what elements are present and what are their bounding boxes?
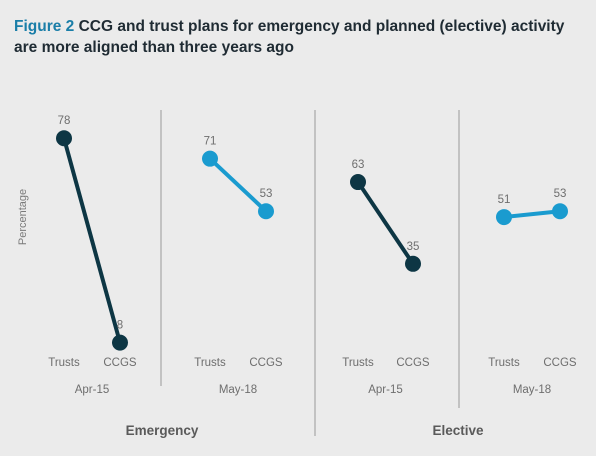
tick-label-4-1: Trusts <box>488 357 520 369</box>
series-line-4 <box>503 209 561 220</box>
data-point-1-2 <box>112 334 128 351</box>
tick-label-1-2: CCGS <box>103 357 137 369</box>
data-point-1-1 <box>56 130 72 147</box>
y-axis-label: Percentage <box>17 189 29 245</box>
tick-label-4-2: CCGS <box>543 357 577 369</box>
data-label-3-1: 63 <box>352 159 365 171</box>
data-point-2-1 <box>202 150 218 167</box>
tick-label-3-2: CCGS <box>396 357 430 369</box>
tick-label-2-1: Trusts <box>194 357 226 369</box>
series-line-3 <box>356 180 415 265</box>
data-point-3-2 <box>405 255 421 272</box>
data-label-4-2: 53 <box>554 188 567 200</box>
period-label-4: May-18 <box>513 384 551 396</box>
data-point-4-1 <box>496 209 512 226</box>
chart-title: Figure 2 CCG and trust plans for emergen… <box>14 16 584 58</box>
series-line-2 <box>208 157 268 213</box>
data-label-1-1: 78 <box>58 115 71 127</box>
data-label-2-2: 53 <box>260 188 273 200</box>
period-label-2: May-18 <box>219 384 257 396</box>
data-label-1-2: 8 <box>117 320 123 332</box>
data-point-2-2 <box>258 203 274 220</box>
data-point-3-1 <box>350 174 366 191</box>
period-label-3: Apr-15 <box>368 384 403 396</box>
period-label-1: Apr-15 <box>75 384 110 396</box>
tick-label-1-1: Trusts <box>48 357 80 369</box>
group-label-emergency: Emergency <box>126 423 199 438</box>
figure-label: Figure 2 <box>14 18 75 35</box>
group-label-elective: Elective <box>432 423 484 438</box>
data-label-4-1: 51 <box>498 194 511 206</box>
title-text: CCG and trust plans for emergency and pl… <box>14 18 565 56</box>
tick-label-2-2: CCGS <box>249 357 283 369</box>
data-label-2-1: 71 <box>204 136 217 148</box>
series-line-1 <box>62 137 122 344</box>
data-point-4-2 <box>552 203 568 220</box>
tick-label-3-1: Trusts <box>342 357 374 369</box>
data-label-3-2: 35 <box>407 241 420 253</box>
